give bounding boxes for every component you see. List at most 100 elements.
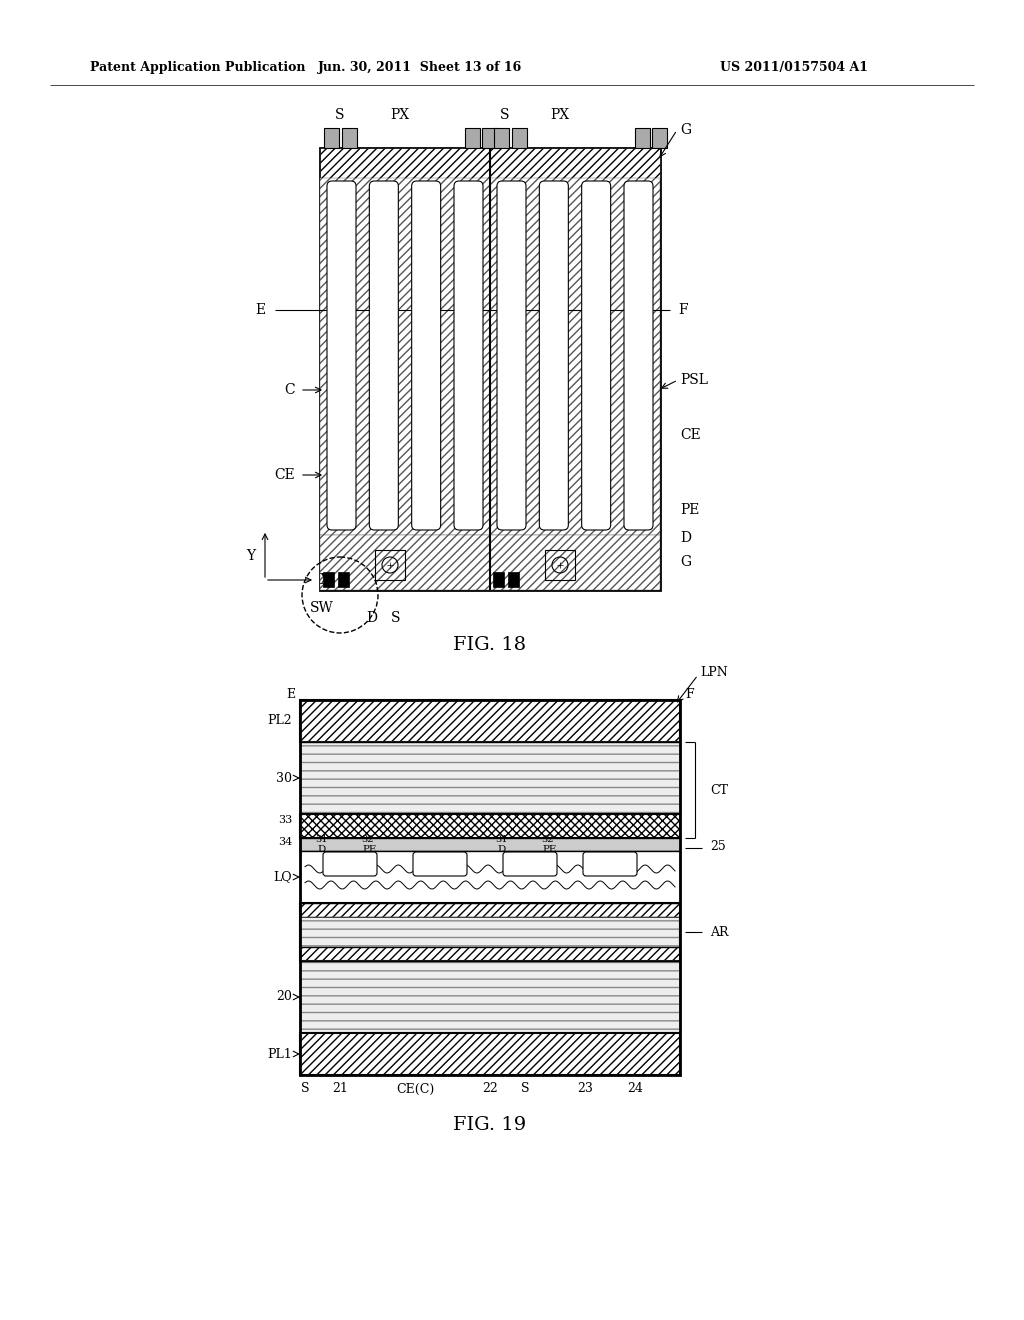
Bar xyxy=(635,128,650,148)
Text: G: G xyxy=(680,123,691,137)
Text: D: D xyxy=(367,611,378,624)
Text: 21: 21 xyxy=(332,1082,348,1096)
Bar xyxy=(300,1034,680,1074)
Bar xyxy=(300,1034,680,1074)
Text: LQ: LQ xyxy=(273,870,292,883)
FancyBboxPatch shape xyxy=(413,851,467,876)
Text: PE: PE xyxy=(362,845,377,854)
Text: D: D xyxy=(498,845,506,854)
Bar xyxy=(300,903,680,917)
Bar xyxy=(300,742,680,814)
Bar xyxy=(300,917,680,946)
Bar xyxy=(508,572,519,587)
Text: S: S xyxy=(521,1082,529,1096)
Text: PX: PX xyxy=(390,108,410,121)
Text: S: S xyxy=(335,108,345,121)
FancyBboxPatch shape xyxy=(503,851,557,876)
Text: PX: PX xyxy=(551,108,569,121)
Bar xyxy=(323,572,334,587)
Text: FIG. 18: FIG. 18 xyxy=(454,636,526,653)
Text: AR: AR xyxy=(710,925,728,939)
Text: F: F xyxy=(678,304,688,317)
Text: D: D xyxy=(680,531,691,545)
Bar xyxy=(300,814,680,838)
Text: CE(C): CE(C) xyxy=(396,1082,434,1096)
FancyBboxPatch shape xyxy=(540,181,568,531)
FancyBboxPatch shape xyxy=(327,181,356,531)
FancyBboxPatch shape xyxy=(583,851,637,876)
Bar xyxy=(300,961,680,1034)
Text: 31: 31 xyxy=(315,834,329,843)
Bar xyxy=(300,851,680,903)
Bar xyxy=(465,128,480,148)
Bar xyxy=(493,572,504,587)
Bar xyxy=(300,961,680,1034)
Text: 24: 24 xyxy=(627,1082,643,1096)
Bar xyxy=(300,903,680,917)
Bar xyxy=(490,148,660,178)
Text: SW: SW xyxy=(310,601,334,615)
FancyBboxPatch shape xyxy=(497,181,526,531)
Text: 32: 32 xyxy=(361,834,374,843)
Text: E: E xyxy=(255,304,265,317)
Text: 32: 32 xyxy=(542,834,554,843)
Text: US 2011/0157504 A1: US 2011/0157504 A1 xyxy=(720,62,868,74)
Text: LPN: LPN xyxy=(700,665,728,678)
Bar xyxy=(342,128,357,148)
Text: D: D xyxy=(317,845,326,854)
Bar xyxy=(319,148,490,178)
Bar xyxy=(300,946,680,961)
Text: 23: 23 xyxy=(578,1082,593,1096)
FancyBboxPatch shape xyxy=(582,181,610,531)
Text: F: F xyxy=(685,689,693,701)
Bar xyxy=(319,535,490,590)
Text: CE: CE xyxy=(274,469,295,482)
FancyBboxPatch shape xyxy=(412,181,440,531)
Bar xyxy=(300,917,680,946)
Bar xyxy=(300,742,680,814)
Text: CE: CE xyxy=(680,428,700,442)
Text: S: S xyxy=(501,108,510,121)
FancyBboxPatch shape xyxy=(454,181,483,531)
Bar xyxy=(300,814,680,838)
Text: Jun. 30, 2011  Sheet 13 of 16: Jun. 30, 2011 Sheet 13 of 16 xyxy=(317,62,522,74)
Bar xyxy=(494,128,509,148)
Text: PL2: PL2 xyxy=(267,714,292,727)
Text: C: C xyxy=(285,383,295,397)
Bar xyxy=(545,550,575,579)
Text: CT: CT xyxy=(710,784,728,796)
Bar xyxy=(512,128,527,148)
Text: S: S xyxy=(301,1082,309,1096)
Bar xyxy=(300,946,680,961)
Text: FIG. 19: FIG. 19 xyxy=(454,1115,526,1134)
Bar xyxy=(319,178,490,535)
Bar xyxy=(300,700,680,742)
Text: 20: 20 xyxy=(276,990,292,1003)
Bar xyxy=(490,535,660,590)
Text: 22: 22 xyxy=(482,1082,498,1096)
Text: 25: 25 xyxy=(710,840,726,853)
Bar xyxy=(300,700,680,742)
Bar xyxy=(300,838,680,851)
Text: PSL: PSL xyxy=(680,374,708,387)
Bar xyxy=(300,700,680,1074)
FancyBboxPatch shape xyxy=(323,851,377,876)
Bar xyxy=(300,903,680,961)
Bar xyxy=(375,550,406,579)
FancyBboxPatch shape xyxy=(370,181,398,531)
Bar xyxy=(319,148,660,590)
Text: PE: PE xyxy=(543,845,557,854)
Bar xyxy=(338,572,349,587)
Text: E: E xyxy=(286,689,295,701)
Text: 31: 31 xyxy=(496,834,508,843)
Text: Y: Y xyxy=(246,549,255,564)
Text: PE: PE xyxy=(680,503,699,517)
FancyBboxPatch shape xyxy=(624,181,653,531)
Text: PL1: PL1 xyxy=(267,1048,292,1060)
Text: 34: 34 xyxy=(278,837,292,847)
Bar xyxy=(490,178,660,535)
Text: X: X xyxy=(319,573,330,587)
Text: S: S xyxy=(391,611,400,624)
Text: Patent Application Publication: Patent Application Publication xyxy=(90,62,305,74)
Text: G: G xyxy=(680,554,691,569)
